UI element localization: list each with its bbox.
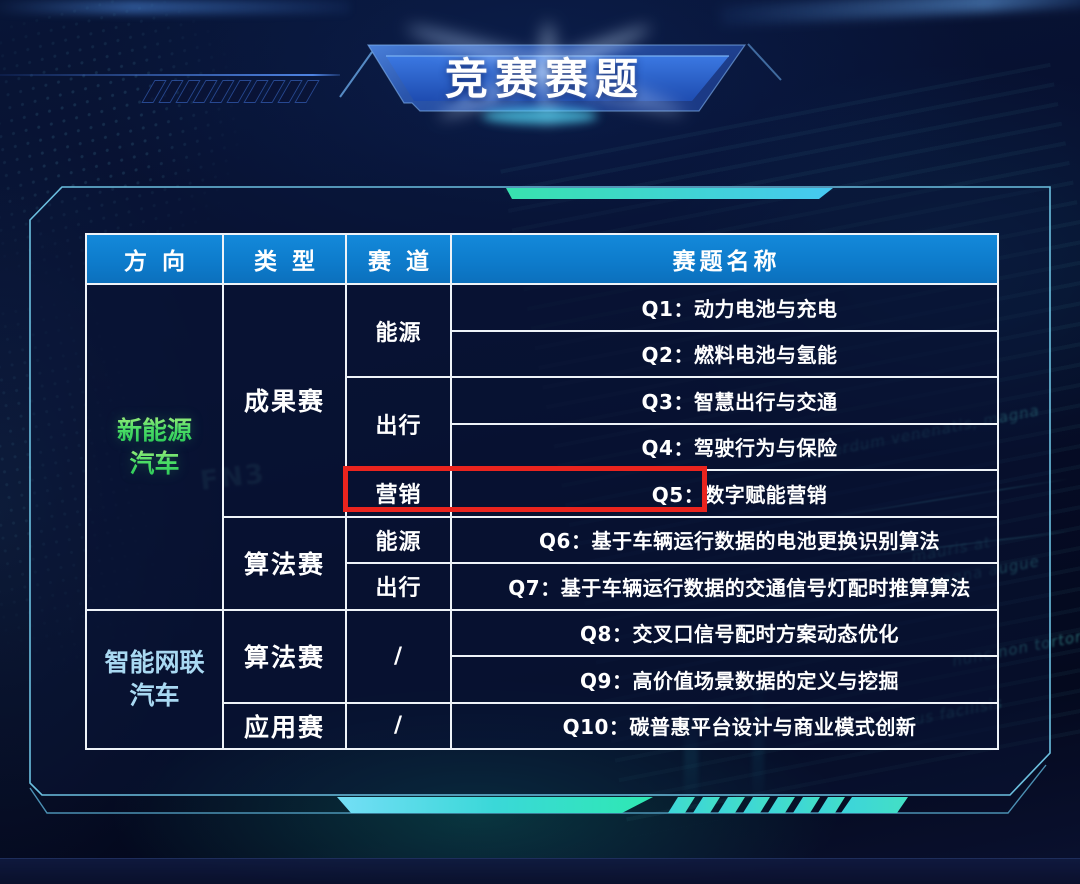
- table-row: 新能源 汽车 成果赛 能源 Q1：动力电池与充电: [85, 283, 999, 611]
- banner-right-accent-line: [747, 43, 782, 81]
- direction-line: 新能源: [88, 414, 221, 447]
- banner-flare: [406, 22, 684, 122]
- direction-line: 智能网联: [104, 648, 205, 678]
- highlight-box-q5: [343, 466, 707, 512]
- header-direction: 方向: [85, 233, 224, 285]
- top-accent-bar: [506, 188, 833, 199]
- table-header-row: 方向 类型 赛道 赛题名称: [85, 233, 999, 285]
- header-topic-name: 赛题名称: [450, 233, 999, 285]
- cell-topic-q8: Q8：交叉口信号配时方案动态优化: [450, 608, 999, 657]
- cell-topic-q3: Q3：智慧出行与交通: [450, 376, 999, 425]
- cell-type-algorithm-1: 算法赛: [222, 515, 347, 611]
- direction-line: 汽车: [88, 447, 221, 480]
- direction-line: 汽车: [129, 681, 180, 711]
- cell-topic-q4: Q4：驾驶行为与保险: [450, 422, 999, 471]
- header-track: 赛道: [345, 233, 452, 285]
- cell-topic-q1: Q1：动力电池与充电: [450, 283, 999, 332]
- table-row: 智能网联 汽车 算法赛 / Q8：交叉口信号配时方案动态优化: [85, 608, 999, 750]
- table-row: Q2：燃料电池与氢能: [86, 329, 999, 378]
- cell-track-slash-1: /: [345, 608, 452, 704]
- table-row: 算法赛 能源 Q6：基于车辆运行数据的电池更换识别算法: [86, 515, 999, 611]
- cell-type-algorithm-2: 算法赛: [222, 608, 347, 704]
- cell-topic-q5: Q5：数字赋能营销: [450, 469, 999, 518]
- cell-direction-intelligent-connected: 智能网联 汽车: [85, 608, 224, 750]
- cell-track-energy-2: 能源: [345, 515, 452, 564]
- table-row: 出行 Q7：基于车辆运行数据的交通信号灯配时推算算法: [86, 562, 999, 611]
- cell-track-travel: 出行: [345, 376, 452, 471]
- cell-topic-q2: Q2：燃料电池与氢能: [450, 329, 999, 378]
- header-type: 类型: [222, 233, 347, 285]
- cell-track-energy: 能源: [345, 283, 452, 378]
- cell-direction-new-energy: 新能源 汽车: [85, 283, 224, 611]
- bottom-edge-band: [0, 858, 1080, 884]
- cell-topic-q10: Q10：碳普惠平台设计与商业模式创新: [450, 701, 999, 750]
- table-row: 出行 Q3：智慧出行与交通: [86, 376, 999, 471]
- table-row: Q4：驾驶行为与保险: [86, 422, 999, 471]
- cell-track-travel-2: 出行: [345, 562, 452, 611]
- table-row: 营销 Q5：数字赋能营销: [86, 469, 999, 518]
- title-banner: [339, 22, 782, 124]
- cell-topic-q7: Q7：基于车辆运行数据的交通信号灯配时推算算法: [450, 562, 999, 611]
- cell-track-slash-2: /: [345, 701, 452, 750]
- banner-left-accent-line: [339, 51, 373, 98]
- topics-table: 方向 类型 赛道 赛题名称 新能源 汽车 成果赛 能源 Q1：动力电池与充电 Q…: [85, 233, 999, 750]
- page-title: 竞赛赛题: [355, 50, 735, 105]
- top-edge-glow-left: [0, 0, 350, 14]
- banner-bottom-glow: [482, 108, 598, 124]
- cell-type-achievement: 成果赛: [222, 283, 347, 518]
- cell-type-application: 应用赛: [222, 701, 347, 750]
- page-title-text: 竞赛赛题: [445, 55, 645, 105]
- cell-topic-q6: Q6：基于车辆运行数据的电池更换识别算法: [450, 515, 999, 564]
- table-row: 应用赛 / Q10：碳普惠平台设计与商业模式创新: [86, 701, 999, 750]
- bottom-end-bar: [841, 797, 908, 813]
- bottom-accent-bar: [337, 797, 653, 813]
- cell-topic-q9: Q9：高价值场景数据的定义与挖掘: [450, 655, 999, 704]
- top-left-accent-line: [0, 74, 340, 76]
- table-row: Q9：高价值场景数据的定义与挖掘: [86, 655, 999, 704]
- bottom-stripe-band: [668, 797, 845, 813]
